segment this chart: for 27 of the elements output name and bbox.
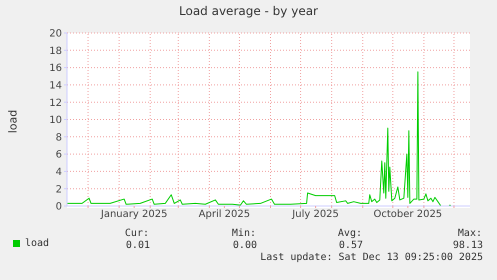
- y-tick-label: 6: [56, 150, 62, 161]
- y-tick-label: 20: [49, 28, 62, 40]
- text: Last update: Sat Dec 13 09:25:00 2025: [260, 252, 483, 263]
- text: Max:: [458, 228, 482, 239]
- y-tick-label: 14: [49, 80, 62, 92]
- text: 98.13: [452, 240, 483, 251]
- text: Avg:: [338, 228, 362, 239]
- text: 0.01: [126, 240, 150, 251]
- chart-title: Load average - by year: [178, 4, 319, 18]
- x-tick-label: April 2025: [198, 209, 250, 220]
- text: Min:: [232, 228, 256, 239]
- text: Cur:: [124, 228, 149, 239]
- text: 0.00: [232, 240, 257, 251]
- y-tick-label: 10: [49, 115, 62, 126]
- text: 0.57: [338, 240, 363, 251]
- y-tick-label: 0: [56, 202, 62, 213]
- y-axis-title: load: [6, 108, 20, 136]
- legend-label: load: [25, 238, 50, 249]
- x-tick-label: October 2025: [374, 209, 442, 220]
- y-tick-label: 2: [56, 184, 62, 196]
- y-tick-label: 4: [56, 166, 62, 178]
- y-tick-label: 16: [49, 63, 62, 74]
- x-tick-label: July 2025: [291, 209, 339, 220]
- x-tick-label: January 2025: [100, 209, 168, 220]
- y-tick-label: 8: [56, 132, 62, 144]
- y-tick-label: 18: [49, 46, 62, 57]
- y-tick-label: 12: [49, 98, 62, 109]
